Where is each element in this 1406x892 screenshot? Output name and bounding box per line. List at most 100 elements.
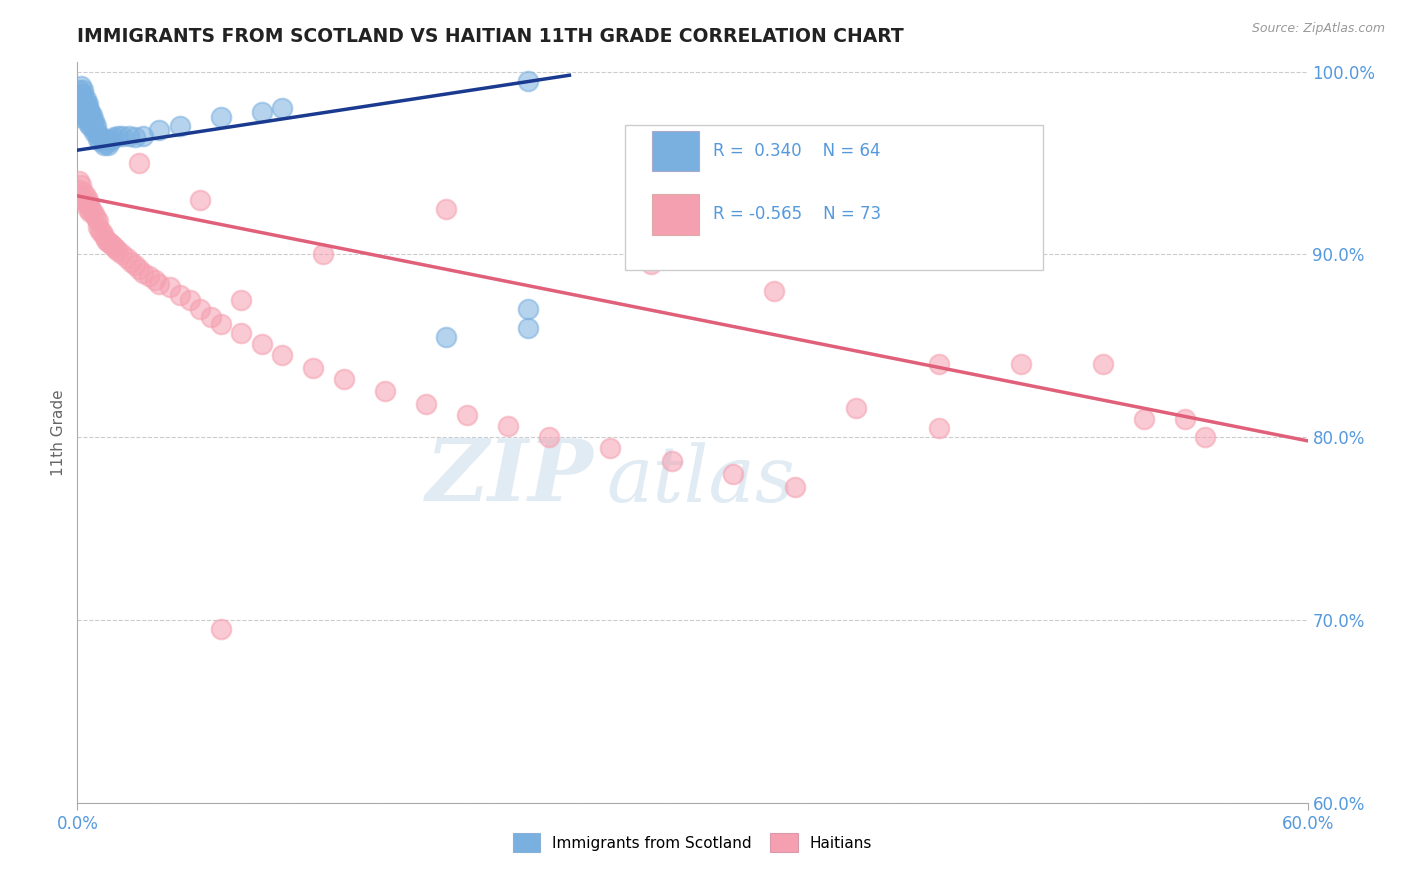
Point (517, 73, 540, 87)
Point (76, 101, 98, 115)
Point (80, 108, 103, 122)
Point (661, 454, 683, 468)
Point (72, 97, 94, 112)
Point (517, 302, 540, 317)
Point (1091, 357, 1114, 371)
Y-axis label: 11th Grade: 11th Grade (51, 389, 66, 476)
Point (723, 467, 745, 481)
Point (271, 348, 294, 362)
Point (70, 92, 93, 106)
Point (271, 101, 294, 115)
Point (115, 251, 138, 265)
Point (70, 87, 93, 101)
Point (928, 357, 950, 371)
Text: ZIP: ZIP (426, 435, 595, 519)
Point (1132, 412, 1154, 426)
Point (302, 360, 325, 375)
Point (89, 134, 111, 148)
Point (98, 236, 121, 251)
Point (132, 266, 155, 280)
Point (72, 83, 94, 97)
Point (67, 83, 90, 97)
Text: R = -0.565    N = 73: R = -0.565 N = 73 (713, 205, 882, 223)
Legend: Immigrants from Scotland, Haitians: Immigrants from Scotland, Haitians (506, 827, 879, 858)
Point (231, 293, 253, 307)
Point (70, 104, 93, 119)
Point (70, 79, 93, 94)
Point (75, 196, 97, 211)
Point (72, 186, 94, 200)
Point (169, 120, 191, 134)
Point (72, 101, 94, 115)
Point (105, 242, 128, 256)
Point (75, 189, 97, 203)
Point (79, 205, 101, 219)
Point (97, 137, 120, 152)
Point (80, 120, 103, 134)
Point (132, 128, 155, 143)
Point (436, 329, 458, 343)
Point (111, 247, 134, 261)
Point (250, 104, 273, 119)
Point (148, 277, 170, 291)
Point (107, 244, 129, 258)
Point (76, 202, 98, 216)
Point (188, 193, 212, 207)
Point (138, 269, 160, 284)
Point (763, 284, 786, 298)
Point (84, 125, 107, 139)
Point (148, 123, 170, 137)
Point (124, 130, 146, 145)
Point (143, 273, 166, 287)
Point (231, 326, 253, 340)
Point (76, 193, 98, 207)
Point (101, 132, 124, 146)
Point (76, 196, 98, 211)
Point (75, 110, 97, 124)
Point (75, 95, 97, 110)
Point (87, 219, 110, 234)
Point (80, 114, 103, 128)
Point (517, 320, 540, 334)
Point (783, 479, 806, 493)
Point (67, 101, 90, 115)
Point (374, 384, 396, 399)
Point (179, 293, 201, 307)
Point (415, 397, 437, 411)
Point (75, 92, 97, 106)
Point (70, 110, 93, 124)
Point (70, 101, 93, 115)
Point (209, 622, 232, 636)
Point (93, 229, 115, 244)
Point (312, 247, 335, 261)
Point (103, 130, 125, 145)
Point (124, 258, 146, 272)
Point (83, 207, 105, 221)
Point (496, 419, 519, 434)
Point (107, 128, 129, 143)
Point (67, 92, 90, 106)
Point (1194, 430, 1216, 444)
Bar (652, 194, 699, 235)
Point (83, 120, 105, 134)
Point (98, 134, 121, 148)
Point (70, 189, 93, 203)
Point (111, 128, 134, 143)
Bar (652, 130, 699, 171)
Point (72, 193, 94, 207)
Point (79, 120, 101, 134)
Point (93, 137, 115, 152)
Point (87, 132, 110, 146)
Point (70, 95, 93, 110)
Point (72, 92, 94, 106)
Point (75, 101, 97, 115)
Point (84, 211, 107, 225)
Point (456, 409, 478, 423)
FancyBboxPatch shape (624, 126, 1043, 269)
Point (89, 224, 111, 238)
Point (209, 317, 232, 331)
Text: IMMIGRANTS FROM SCOTLAND VS HAITIAN 11TH GRADE CORRELATION CHART: IMMIGRANTS FROM SCOTLAND VS HAITIAN 11TH… (77, 27, 904, 45)
Point (89, 128, 111, 143)
Point (87, 127, 110, 141)
Point (72, 87, 94, 101)
